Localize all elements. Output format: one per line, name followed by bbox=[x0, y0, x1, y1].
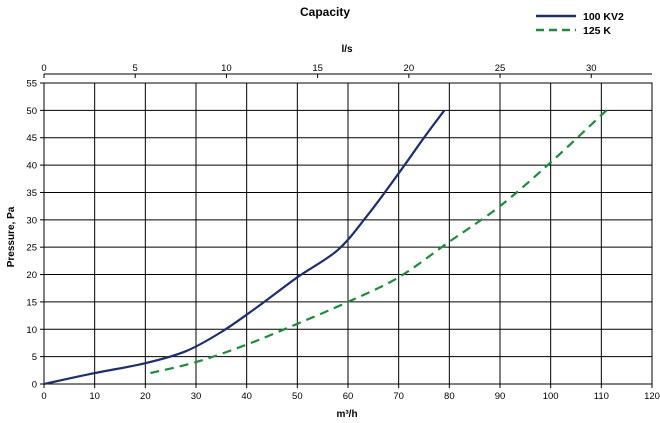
y-tick-label: 40 bbox=[26, 161, 37, 172]
series-line-125-k bbox=[150, 109, 608, 375]
x-tick-label: 110 bbox=[594, 391, 609, 402]
x2-tick-label: 25 bbox=[495, 63, 506, 74]
x-tick-label: 100 bbox=[543, 391, 559, 402]
y-axis-label: Pressure, Pa bbox=[6, 206, 17, 267]
secondary-x-axis-label: l/s bbox=[341, 44, 353, 55]
x2-tick-label: 5 bbox=[133, 63, 138, 74]
y-tick-label: 15 bbox=[26, 297, 37, 308]
legend-label-125-k: 125 K bbox=[583, 25, 611, 37]
y-tick-label: 30 bbox=[26, 215, 37, 226]
x-tick-label: 0 bbox=[41, 391, 46, 402]
x2-tick-label: 10 bbox=[221, 63, 232, 74]
legend: 100 KV2 125 K bbox=[536, 11, 624, 37]
x-tick-label: 80 bbox=[444, 391, 455, 402]
x2-tick-label: 30 bbox=[586, 63, 597, 74]
y-tick-label: 10 bbox=[26, 325, 37, 336]
x-tick-label: 90 bbox=[495, 391, 506, 402]
y-tick-label: 35 bbox=[26, 188, 37, 199]
y-tick-label: 55 bbox=[26, 79, 37, 90]
x2-tick-label: 0 bbox=[41, 63, 46, 74]
series-lines bbox=[43, 109, 608, 386]
series-line-100-kv2 bbox=[43, 109, 446, 386]
y-tick-label: 50 bbox=[26, 106, 37, 117]
chart-title: Capacity bbox=[300, 5, 350, 19]
x-tick-label: 120 bbox=[644, 391, 660, 402]
x-tick-label: 10 bbox=[89, 391, 100, 402]
axes: 0 10 20 30 40 50 60 70 80 90 100 110 120051015202530… bbox=[26, 63, 660, 402]
x2-tick-label: 20 bbox=[404, 63, 415, 74]
y-tick-label: 20 bbox=[26, 270, 37, 281]
x-tick-label: 50 bbox=[292, 391, 303, 402]
x-tick-label: 70 bbox=[393, 391, 404, 402]
y-tick-label: 25 bbox=[26, 243, 37, 254]
x-tick-label: 30 bbox=[191, 391, 202, 402]
x2-tick-label: 15 bbox=[312, 63, 323, 74]
x-tick-label: 60 bbox=[343, 391, 354, 402]
y-tick-label: 0 bbox=[32, 380, 37, 391]
y-tick-label: 5 bbox=[32, 352, 37, 363]
x-tick-label: 20 bbox=[140, 391, 151, 402]
grid bbox=[43, 82, 653, 385]
y-tick-label: 45 bbox=[26, 133, 37, 144]
x-axis-label: m³/h bbox=[336, 409, 357, 420]
legend-label-100-kv2: 100 KV2 bbox=[583, 11, 624, 23]
x-tick-label: 40 bbox=[241, 391, 252, 402]
